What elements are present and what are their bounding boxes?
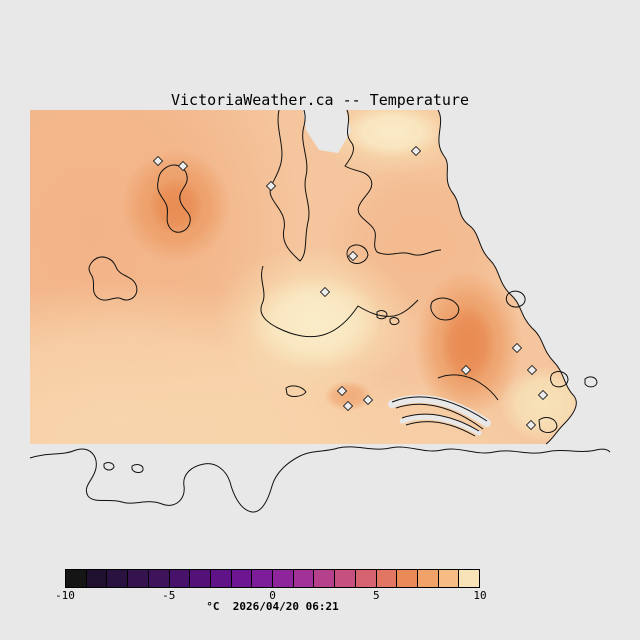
station-diamond-icon: [152, 155, 164, 167]
station-diamond-icon: [362, 394, 374, 406]
coastline: [157, 164, 191, 233]
colorbar-segment: [86, 570, 108, 587]
temperature-blob: [342, 110, 442, 158]
coastline: [88, 256, 138, 301]
sea-channel: [399, 414, 482, 436]
coastline: [538, 417, 558, 434]
coastlines: [29, 109, 611, 513]
coastline: [584, 376, 598, 388]
colorbar-tick-label: -5: [162, 589, 176, 602]
colorbar-segment: [169, 570, 191, 587]
coastline: [405, 421, 476, 437]
coastline: [376, 310, 388, 320]
coastline: [29, 446, 611, 513]
colorbar-segment: [335, 570, 356, 587]
map-title: VictoriaWeather.ca -- Temperature: [170, 91, 469, 109]
colorbar-segments: [65, 569, 480, 588]
coastline: [131, 464, 144, 473]
station-diamond-icon: [177, 160, 189, 172]
station-diamond-icon: [336, 385, 348, 397]
colorbar-segment: [190, 570, 211, 587]
colorbar-segment: [438, 570, 460, 587]
coastline: [437, 109, 577, 445]
station-diamond-icon: [460, 364, 472, 376]
temperature-blob: [249, 274, 381, 370]
colorbar-segment: [107, 570, 129, 587]
coastline: [437, 374, 499, 401]
coastline: [401, 413, 480, 432]
coastline: [505, 290, 526, 308]
temperature-field: [30, 110, 577, 444]
coastline: [103, 462, 115, 471]
sea-channel: [388, 394, 491, 427]
station-markers: [152, 145, 549, 431]
temperature-blob: [30, 370, 570, 444]
coastline: [260, 265, 419, 338]
colorbar-segment: [210, 570, 232, 587]
station-diamond-icon: [526, 364, 538, 376]
coastline: [391, 396, 488, 422]
coastline: [344, 109, 442, 256]
colorbar-caption: °C 2026/04/20 06:21: [206, 600, 339, 613]
colorbar-segment: [252, 570, 274, 587]
temperature-blob: [324, 381, 372, 411]
coastline: [550, 371, 569, 388]
colorbar-segment: [66, 570, 87, 587]
colorbar-segment: [273, 570, 294, 587]
colorbar-segment: [459, 570, 480, 587]
station-diamond-icon: [347, 250, 359, 262]
colorbar-segment: [231, 570, 253, 587]
coastline: [269, 109, 310, 262]
temperature-blob: [149, 178, 203, 234]
station-diamond-icon: [410, 145, 422, 157]
colorbar-segment: [417, 570, 439, 587]
colorbar-segment: [148, 570, 170, 587]
temperature-blob: [500, 366, 577, 442]
station-diamond-icon: [342, 400, 354, 412]
colorbar-tick-label: 10: [473, 589, 487, 602]
coastline: [430, 297, 460, 321]
coastline: [395, 403, 484, 430]
coastline: [346, 244, 369, 264]
sea-area: [303, 110, 351, 153]
station-diamond-icon: [537, 389, 549, 401]
colorbar-tick-label: 0: [269, 589, 276, 602]
colorbar-segment: [128, 570, 149, 587]
station-diamond-icon: [265, 180, 277, 192]
station-diamond-icon: [525, 419, 537, 431]
colorbar-segment: [293, 570, 315, 587]
colorbar: -10 -5 0 5 10 °C 2026/04/20 06:21: [55, 569, 487, 613]
colorbar-segment: [376, 570, 398, 587]
coastline: [285, 385, 307, 397]
colorbar-ticks: -10 -5 0 5 10: [55, 588, 487, 602]
colorbar-segment: [397, 570, 418, 587]
colorbar-tick-label: -10: [55, 589, 75, 602]
colorbar-segment: [314, 570, 336, 587]
coastline: [389, 317, 400, 326]
station-diamond-icon: [319, 286, 331, 298]
station-diamond-icon: [511, 342, 523, 354]
temperature-blob: [440, 302, 496, 386]
colorbar-tick-label: 5: [372, 589, 380, 602]
colorbar-segment: [355, 570, 377, 587]
